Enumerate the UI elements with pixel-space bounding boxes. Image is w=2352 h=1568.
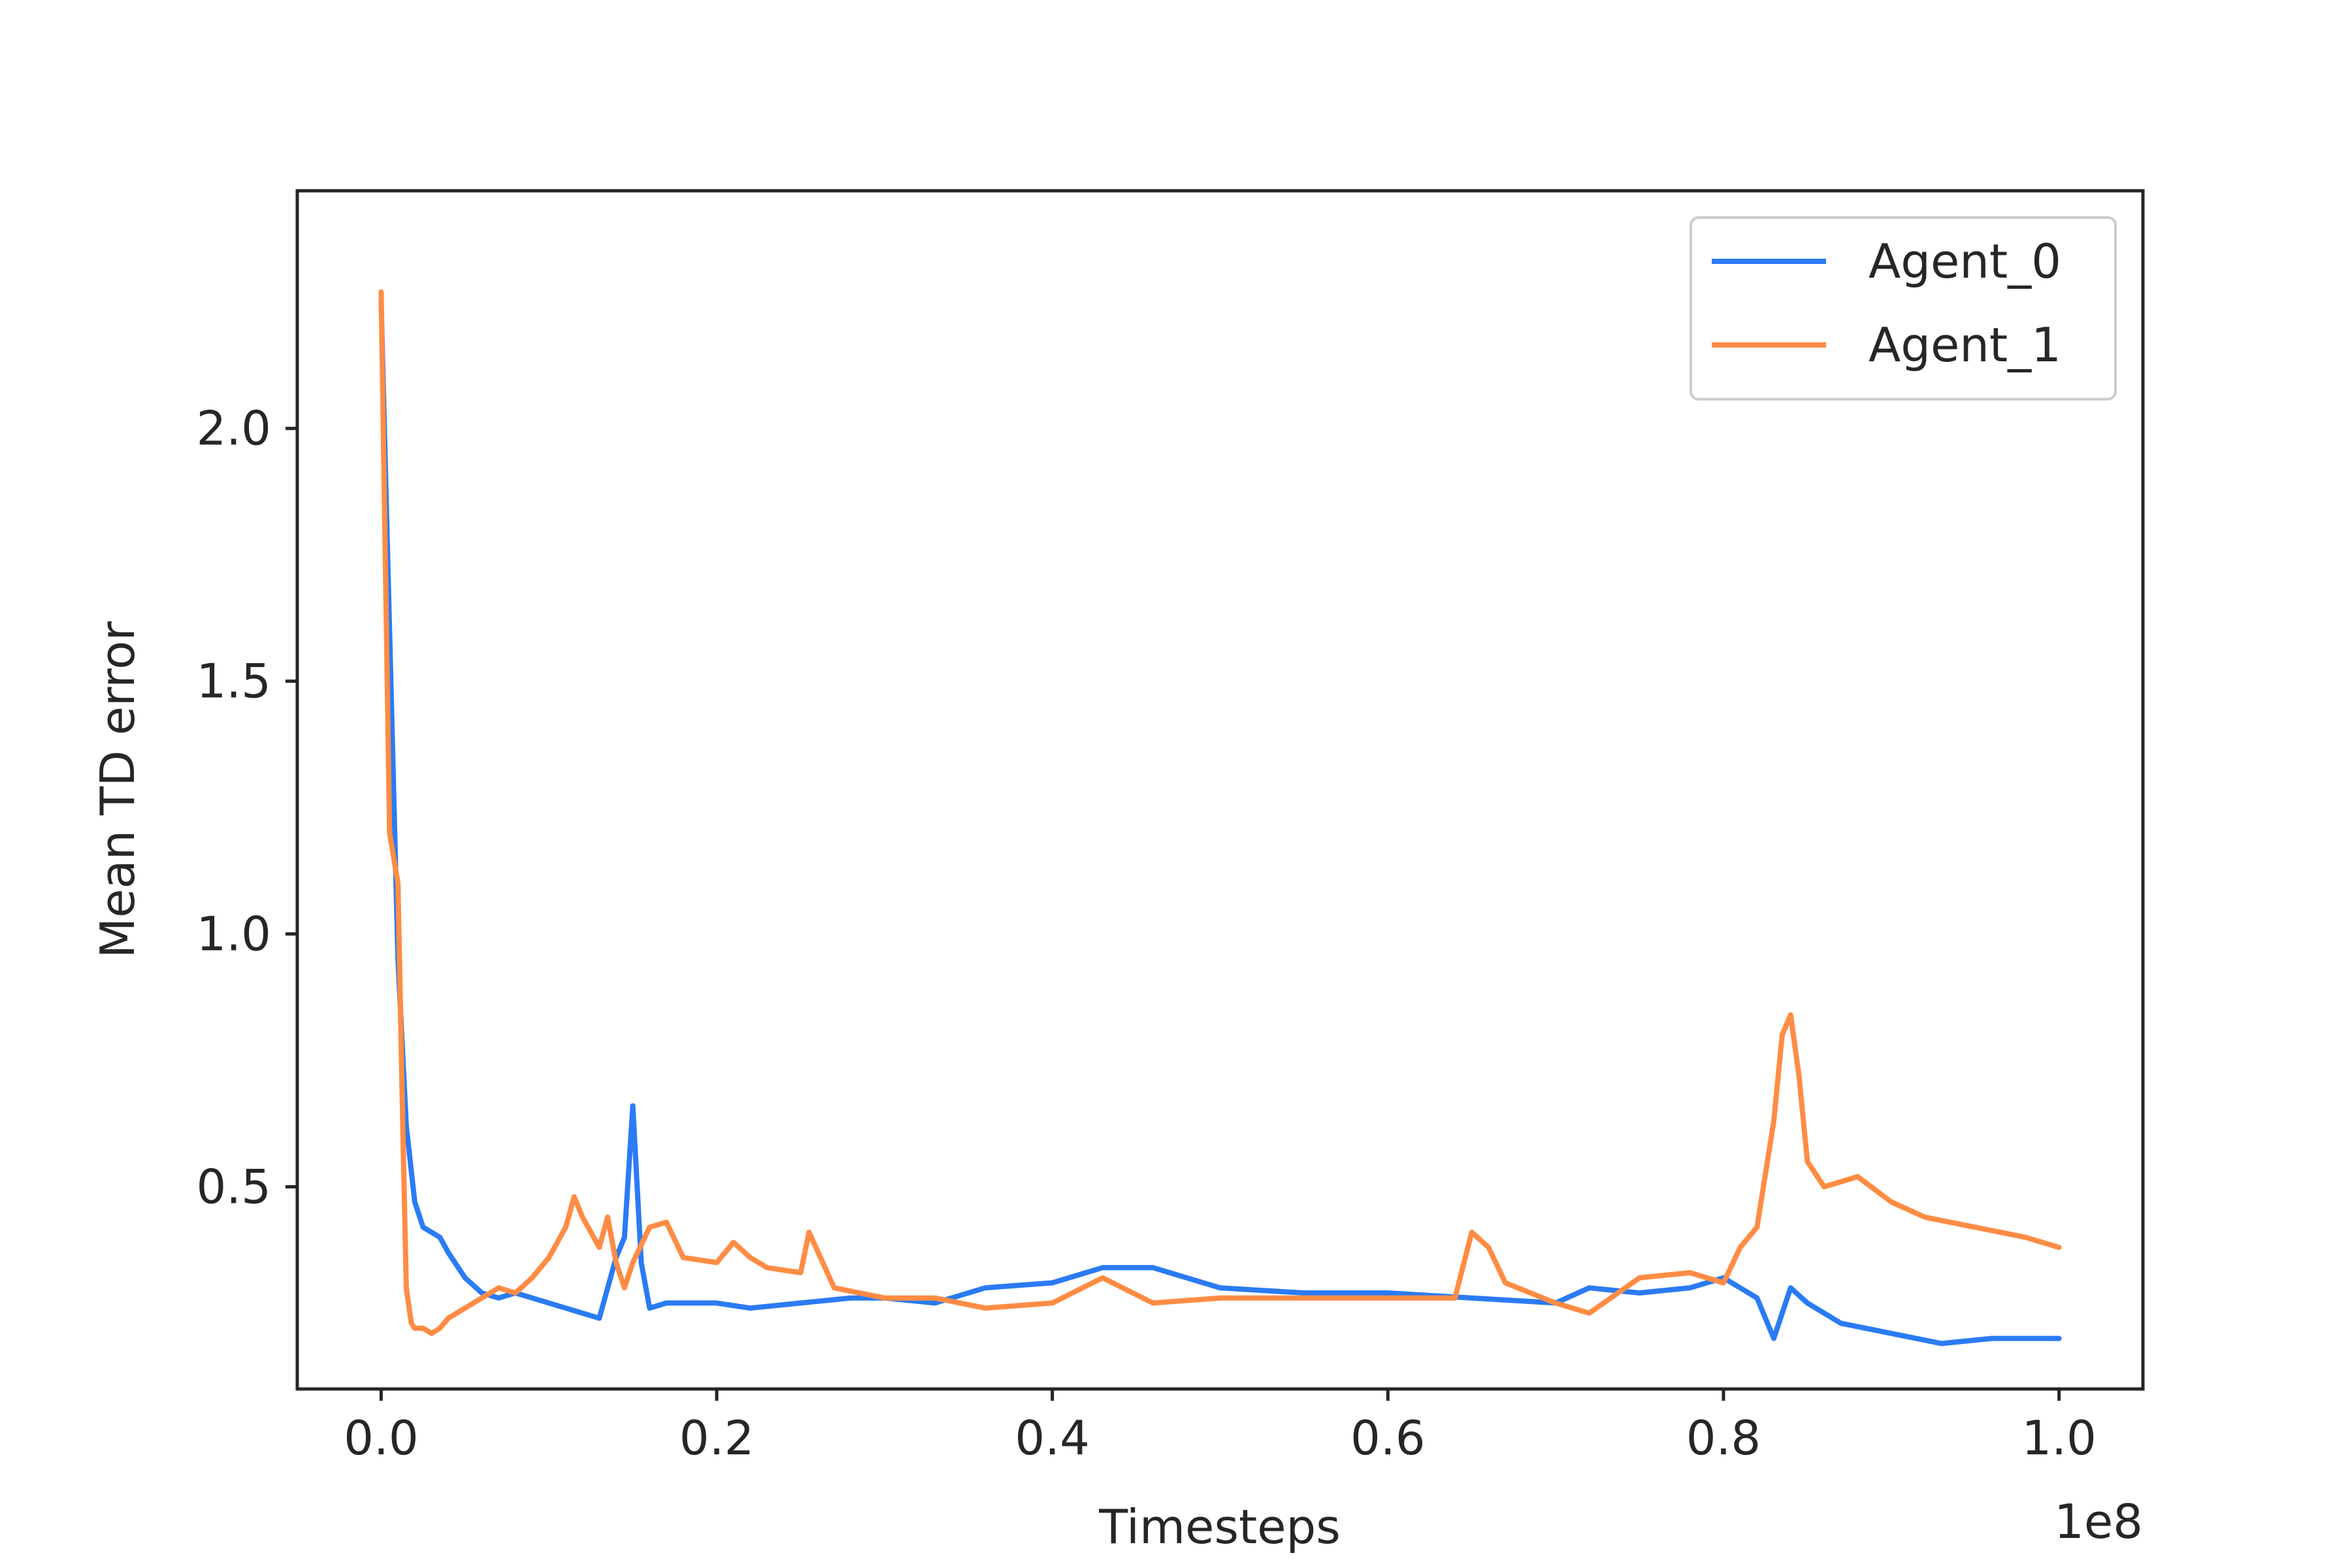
x-offset-label: 1e8 [2054, 1494, 2143, 1549]
y-axis-label: Mean TD error [90, 621, 145, 958]
x-tick-label: 0.4 [1015, 1411, 1090, 1465]
x-tick-label: 0.0 [344, 1411, 419, 1465]
series-line-agent-0 [378, 299, 2062, 1347]
y-ticks: 0.5 1.0 1.5 2.0 [196, 401, 297, 1214]
y-tick-label: 1.0 [196, 907, 271, 962]
x-ticks: 0.0 0.2 0.4 0.6 0.8 1.0 [344, 1389, 2097, 1465]
legend-label-agent-1: Agent_1 [1869, 318, 2061, 372]
series-layer [378, 289, 2062, 1347]
x-tick-label: 0.6 [1350, 1411, 1426, 1465]
y-tick-label: 2.0 [196, 401, 271, 456]
x-tick-label: 1.0 [2021, 1411, 2097, 1465]
y-tick-label: 1.5 [196, 654, 271, 709]
plot-frame [295, 189, 2145, 1391]
legend: Agent_0 Agent_1 [1690, 216, 2117, 400]
series-line-agent-1 [378, 289, 2062, 1336]
x-axis-label: Timesteps [1098, 1499, 1340, 1554]
y-tick-label: 0.5 [196, 1159, 271, 1214]
x-tick-label: 0.8 [1686, 1411, 1761, 1465]
x-tick-label: 0.2 [679, 1411, 755, 1465]
legend-label-agent-0: Agent_0 [1869, 234, 2061, 289]
